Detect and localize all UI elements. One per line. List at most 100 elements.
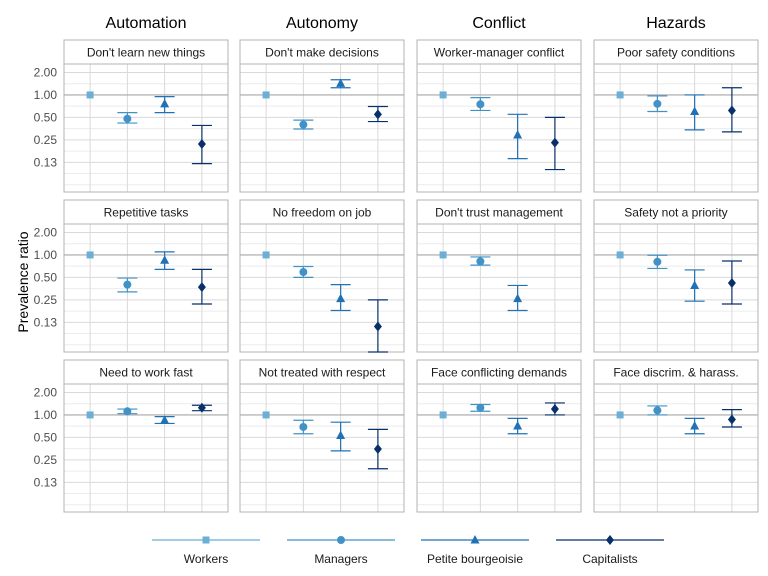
panel-strip (63, 39, 229, 65)
data-point (197, 282, 206, 293)
data-point (653, 257, 662, 266)
panel-title: Face conflicting demands (431, 366, 567, 380)
y-tick-label: 0.25 (34, 293, 58, 307)
facet-panel: Poor safety conditions (593, 39, 759, 193)
legend-key-marker (202, 536, 210, 544)
facet-panel: Need to work fast (63, 359, 229, 513)
plot-area (240, 224, 404, 352)
facet-panel: Face conflicting demands (416, 359, 582, 513)
panel-title: Don't trust management (435, 206, 563, 220)
data-point (513, 293, 523, 303)
panel-title: Safety not a priority (624, 206, 727, 220)
data-point (262, 411, 270, 419)
data-point (727, 105, 736, 116)
facet-panel: No freedom on job (239, 199, 405, 353)
y-tick-label: 1.00 (34, 408, 58, 422)
legend-item: Petite bourgeoisie (421, 535, 529, 566)
y-tick-label: 0.13 (34, 475, 58, 489)
data-point (513, 130, 523, 139)
panel-strip (239, 359, 405, 385)
y-tick-label: 1.00 (34, 88, 58, 102)
data-point (299, 422, 308, 431)
data-point (690, 106, 700, 116)
y-tick-label: 1.00 (34, 248, 58, 262)
y-tick-label: 0.50 (34, 430, 58, 444)
data-point (262, 91, 270, 99)
plot-area (240, 64, 404, 192)
data-point (439, 91, 447, 99)
panel-border (63, 383, 229, 513)
data-point (86, 91, 94, 99)
panel-title: Worker-manager conflict (434, 46, 565, 60)
panel-strip (239, 199, 405, 225)
data-point (690, 280, 700, 289)
data-point (616, 91, 624, 99)
facet-panel: Don't trust management (416, 199, 582, 353)
panel-border (239, 63, 405, 193)
data-point (476, 100, 485, 109)
facet-panel: Don't learn new things (63, 39, 229, 193)
panel-strip (593, 359, 759, 385)
plot-area (594, 64, 758, 192)
panel-title: Don't make decisions (265, 46, 379, 60)
legend-key-marker (470, 535, 480, 544)
data-point (123, 407, 132, 416)
legend-label: Petite bourgeoisie (427, 552, 523, 566)
y-tick-label: 2.00 (34, 385, 58, 399)
facet-panel: Not treated with respect (239, 359, 405, 513)
data-point (160, 98, 170, 108)
y-tick-label: 2.00 (34, 225, 58, 239)
panel-strip (593, 199, 759, 225)
panel-border (416, 63, 582, 193)
data-point (476, 257, 485, 266)
data-point (439, 251, 447, 259)
data-point (123, 114, 132, 123)
plot-area (417, 384, 581, 512)
y-tick-label: 0.13 (34, 315, 58, 329)
panel-strip (416, 199, 582, 225)
data-point (439, 411, 447, 419)
y-tick-label: 0.13 (34, 155, 58, 169)
y-tick-label: 0.25 (34, 453, 58, 467)
data-point (653, 99, 662, 108)
panel-border (593, 223, 759, 353)
y-tick-label: 2.00 (34, 65, 58, 79)
data-point (373, 321, 382, 332)
data-point (160, 415, 170, 424)
legend-item: Workers (152, 536, 260, 566)
data-point (727, 414, 736, 425)
panel-border (593, 383, 759, 513)
panel-border (63, 63, 229, 193)
panel-title: Not treated with respect (259, 366, 386, 380)
panel-border (593, 63, 759, 193)
column-title: Hazards (646, 15, 706, 32)
legend-label: Capitalists (582, 552, 637, 566)
legend-key-marker (606, 535, 614, 545)
legend-key-marker (337, 536, 345, 544)
column-title: Conflict (472, 15, 526, 32)
panel-title: Poor safety conditions (617, 46, 735, 60)
data-point (160, 255, 170, 264)
data-point (513, 421, 523, 430)
data-point (616, 251, 624, 259)
plot-area (594, 224, 758, 352)
panel-border (239, 383, 405, 513)
panel-strip (239, 39, 405, 65)
column-title: Automation (106, 15, 187, 32)
data-point (123, 280, 132, 289)
panel-title: Face discrim. & harass. (613, 366, 738, 380)
data-point (653, 406, 662, 415)
plot-area (64, 384, 228, 512)
legend-label: Managers (314, 552, 367, 566)
panel-border (239, 223, 405, 353)
facet-panel: Safety not a priority (593, 199, 759, 353)
y-tick-label: 0.50 (34, 270, 58, 284)
panel-title: No freedom on job (273, 206, 372, 220)
legend-item: Capitalists (556, 535, 664, 566)
legend-item: Managers (287, 536, 395, 566)
panel-strip (593, 39, 759, 65)
plot-area (64, 64, 228, 192)
panel-strip (416, 39, 582, 65)
data-point (336, 293, 346, 303)
